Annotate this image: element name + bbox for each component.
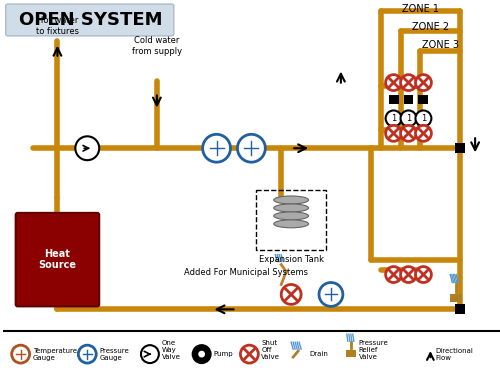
Text: Pressure
Gauge: Pressure Gauge [99, 348, 129, 361]
Circle shape [416, 75, 432, 90]
Bar [346, 350, 356, 357]
Text: OPEN SYSTEM: OPEN SYSTEM [18, 11, 162, 29]
Ellipse shape [274, 220, 308, 228]
Circle shape [78, 345, 96, 363]
Ellipse shape [274, 196, 308, 204]
Circle shape [319, 283, 343, 306]
FancyBboxPatch shape [16, 213, 99, 306]
Text: Cold water
from supply: Cold water from supply [132, 36, 182, 56]
Circle shape [386, 126, 402, 141]
Circle shape [12, 345, 30, 363]
Text: ZONE 2: ZONE 2 [412, 22, 449, 32]
Circle shape [202, 134, 230, 162]
Bar [418, 95, 428, 104]
Bar [256, 190, 326, 250]
Circle shape [240, 345, 258, 363]
Text: One
Way
Valve: One Way Valve [162, 340, 180, 360]
Text: ZONE 3: ZONE 3 [422, 40, 459, 50]
FancyBboxPatch shape [6, 4, 174, 36]
Text: 1: 1 [421, 114, 426, 123]
Circle shape [199, 352, 204, 357]
Circle shape [238, 134, 266, 162]
Bar [450, 295, 462, 302]
Circle shape [400, 110, 416, 126]
Bar [388, 95, 398, 104]
Text: Expansion Tank: Expansion Tank [258, 254, 324, 264]
Circle shape [141, 345, 159, 363]
Text: Shut
Off
Valve: Shut Off Valve [262, 340, 280, 360]
Ellipse shape [274, 212, 308, 220]
Text: Pump: Pump [214, 351, 233, 357]
Circle shape [386, 75, 402, 90]
Text: Drain: Drain [309, 351, 328, 357]
Text: Added For Municipal Systems: Added For Municipal Systems [184, 268, 308, 276]
Circle shape [416, 266, 432, 283]
Text: 1: 1 [391, 114, 396, 123]
Text: Pressure
Relief
Valve: Pressure Relief Valve [359, 340, 388, 360]
Circle shape [192, 345, 210, 363]
Text: Hot water
to fixtures: Hot water to fixtures [36, 17, 79, 36]
Ellipse shape [274, 204, 308, 212]
Bar [455, 143, 465, 153]
Circle shape [400, 126, 416, 141]
Bar [455, 305, 465, 314]
Text: 1: 1 [406, 114, 411, 123]
Circle shape [400, 75, 416, 90]
Circle shape [416, 126, 432, 141]
Circle shape [281, 285, 301, 305]
Circle shape [400, 266, 416, 283]
Text: Heat
Source: Heat Source [38, 249, 76, 270]
Text: Directional
Flow: Directional Flow [436, 348, 473, 361]
Bar [404, 95, 413, 104]
Text: ZONE 1: ZONE 1 [402, 4, 439, 14]
Text: Temperature
Gauge: Temperature Gauge [32, 348, 76, 361]
Circle shape [416, 110, 432, 126]
Circle shape [76, 136, 99, 160]
Circle shape [386, 266, 402, 283]
Circle shape [386, 110, 402, 126]
